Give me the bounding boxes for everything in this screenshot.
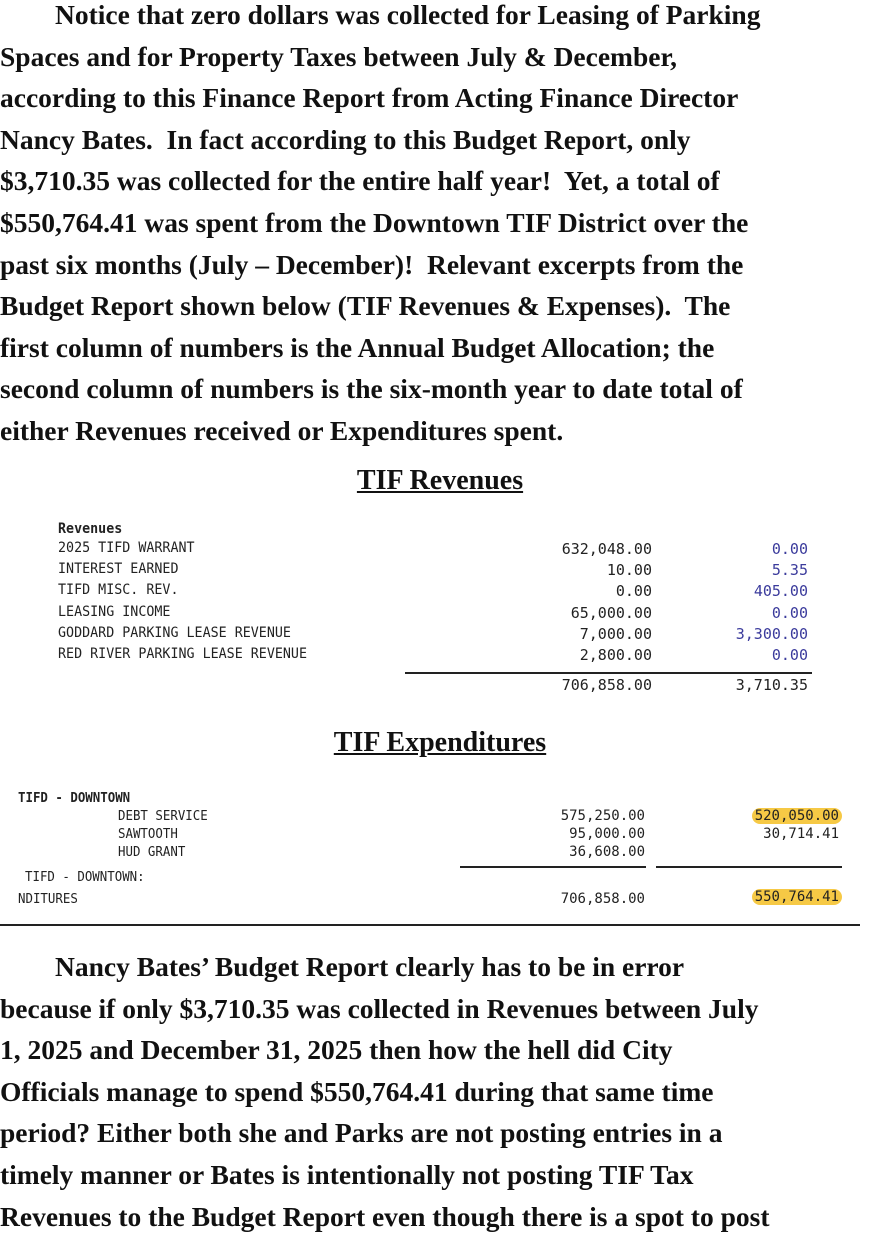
expenditures-section-label: TIFD - DOWNTOWN [18, 790, 131, 806]
revenue-row-label: RED RIVER PARKING LEASE REVENUE [58, 646, 307, 662]
text-line: past six months (July – December)! Relev… [0, 248, 744, 280]
revenue-row-budget: 7,000.00 [579, 624, 652, 643]
revenue-row-budget: 65,000.00 [570, 603, 652, 622]
text-line: Spaces and for Property Taxes between Ju… [0, 40, 678, 72]
expenditure-row-budget: 36,608.00 [569, 844, 645, 861]
revenues-budget-total-rule [405, 672, 655, 674]
text-line: Notice that zero dollars was collected f… [0, 0, 761, 30]
revenues-heading: TIF Revenues [356, 465, 524, 496]
text-line: period? Either both she and Parks are no… [0, 1117, 723, 1149]
expenditure-row-budget: 575,250.00 [560, 808, 645, 824]
revenues-total-budget: 706,858.00 [561, 676, 652, 694]
revenue-row-ytd: 0.00 [771, 646, 808, 664]
expenditures-total-ytd: 550,764.41 [751, 889, 842, 905]
expenditure-row-label: SAWTOOTH [118, 826, 178, 843]
revenue-row-ytd: 0.00 [771, 540, 808, 558]
expenditures-heading: TIF Expenditures [333, 727, 547, 758]
expenditures-subtotal-label: TIFD - DOWNTOWN: [25, 869, 145, 885]
revenue-row-ytd: 5.35 [771, 561, 808, 580]
revenue-row-label: 2025 TIFD WARRANT [58, 540, 195, 556]
text-line: Revenues to the Budget Report even thoug… [0, 1200, 770, 1232]
highlighted-ytd: 520,050.00 [751, 808, 842, 824]
expenditures-budget-rule [460, 866, 646, 868]
text-line: because if only $3,710.35 was collected … [0, 992, 759, 1024]
text-line: Nancy Bates’ Budget Report clearly has t… [0, 951, 685, 982]
revenue-row-label: INTEREST EARNED [58, 561, 179, 578]
text-line: 1, 2025 and December 31, 2025 then how t… [0, 1034, 673, 1066]
intro-paragraph: Notice that zero dollars was collected f… [0, 0, 880, 452]
revenue-row-budget: 632,048.00 [561, 540, 652, 558]
revenue-row-ytd: 405.00 [753, 582, 808, 601]
revenue-row-budget: 2,800.00 [579, 646, 652, 664]
expenditure-row-label: HUD GRANT [118, 844, 186, 861]
revenues-section-label: Revenues [58, 521, 123, 537]
expenditure-row-label: DEBT SERVICE [118, 808, 208, 824]
expenditure-row-budget: 95,000.00 [569, 826, 645, 843]
text-line: first column of numbers is the Annual Bu… [0, 331, 715, 363]
text-line: $3,710.35 was collected for the entire h… [0, 165, 720, 197]
text-line: timely manner or Bates is intentionally … [0, 1158, 694, 1190]
highlighted-total-ytd: 550,764.41 [751, 889, 842, 905]
revenue-row-ytd: 0.00 [771, 603, 808, 622]
text-line: second column of numbers is the six-mont… [0, 373, 743, 405]
revenues-total-ytd: 3,710.35 [735, 676, 808, 694]
expenditure-row-ytd: 520,050.00 [751, 808, 842, 824]
expenditures-total-label: NDITURES [18, 891, 78, 907]
revenue-row-ytd: 3,300.00 [735, 624, 808, 643]
expenditure-row-ytd: 30,714.41 [763, 826, 839, 843]
expenditures-total-budget: 706,858.00 [560, 891, 645, 907]
revenue-row-label: TIFD MISC. REV. [58, 582, 179, 599]
text-line: Officials manage to spend $550,764.41 du… [0, 1075, 714, 1107]
expenditures-ytd-rule [656, 866, 842, 868]
text-line: according to this Finance Report from Ac… [0, 82, 739, 114]
text-line: either Revenues received or Expenditures… [0, 414, 564, 446]
revenues-ytd-total-rule [615, 672, 812, 674]
revenue-row-label: GODDARD PARKING LEASE REVENUE [58, 624, 291, 641]
revenue-row-label: LEASING INCOME [58, 603, 171, 620]
expenditures-bottom-rule [0, 924, 860, 926]
text-line: Nancy Bates. In fact according to this B… [0, 123, 691, 155]
text-line: $550,764.41 was spent from the Downtown … [0, 206, 749, 238]
conclusion-paragraph: Nancy Bates’ Budget Report clearly has t… [0, 946, 880, 1237]
revenue-row-budget: 10.00 [606, 561, 652, 580]
text-line: Budget Report shown below (TIF Revenues … [0, 290, 731, 322]
revenue-row-budget: 0.00 [615, 582, 652, 601]
